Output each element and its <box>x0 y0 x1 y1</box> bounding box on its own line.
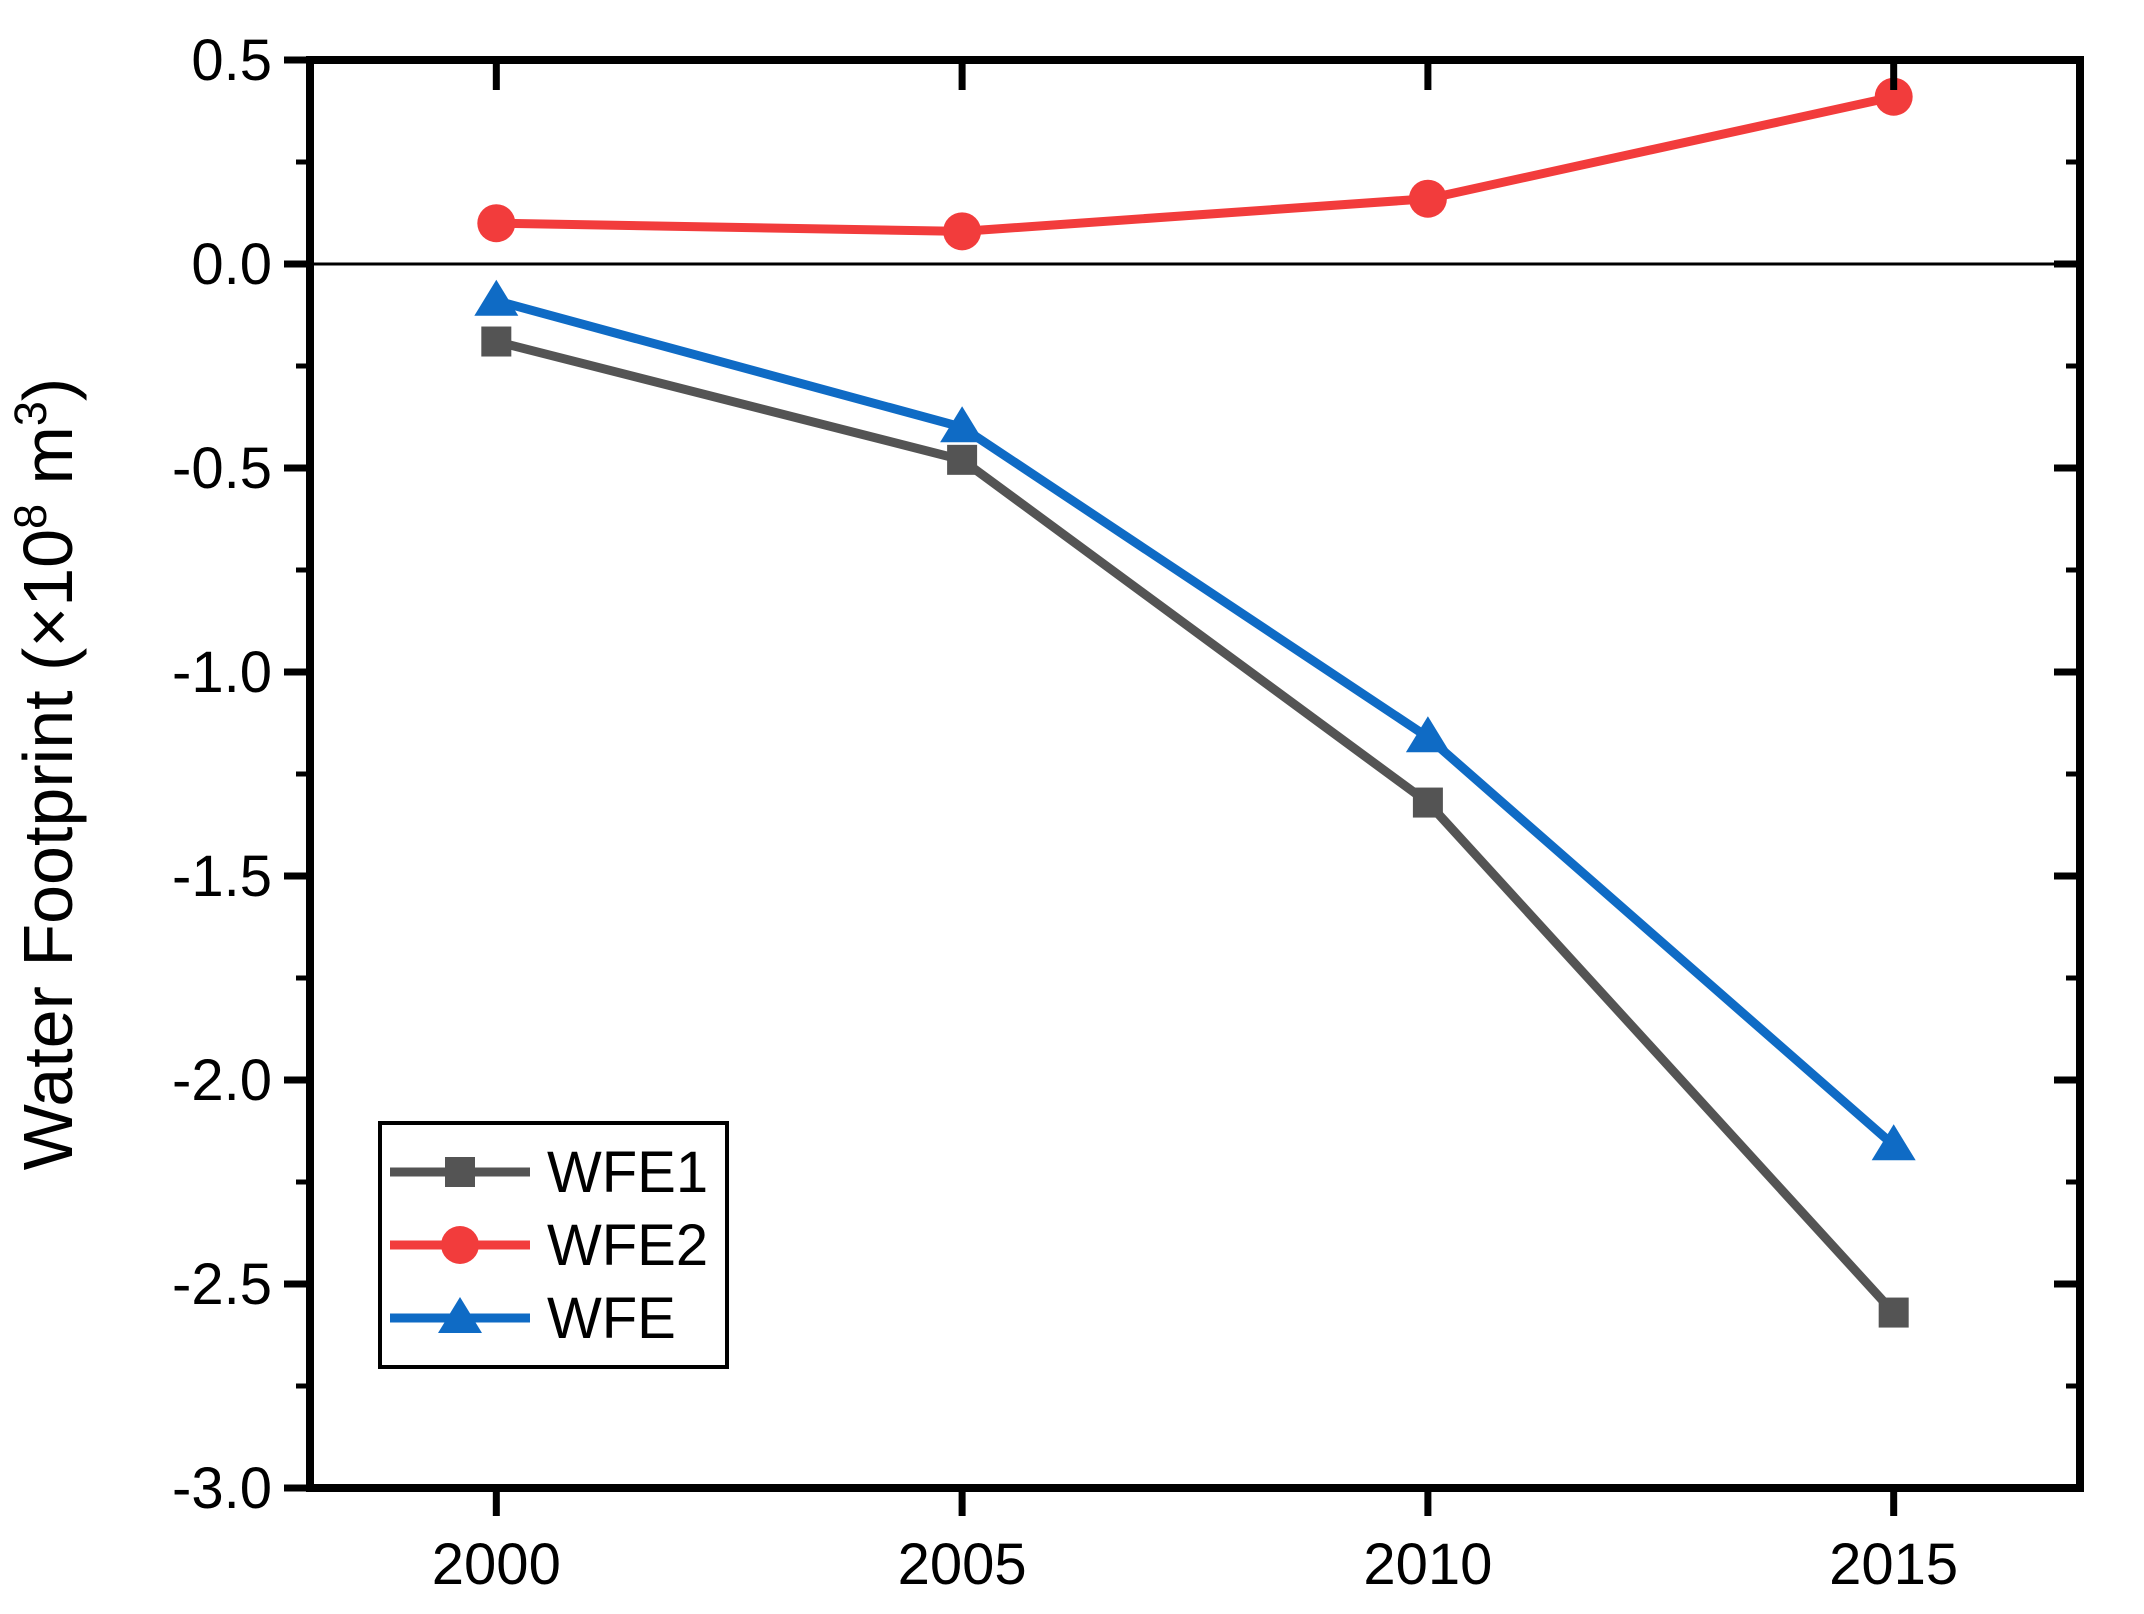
legend-label: WFE2 <box>547 1213 708 1278</box>
y-tick-label: -1.0 <box>172 640 272 705</box>
marker-WFE1-2000 <box>481 326 512 357</box>
marker-WFE-2000 <box>474 279 519 316</box>
x-tick-label: 2005 <box>898 1532 1027 1597</box>
y-tick-label: 0.0 <box>191 232 272 297</box>
y-tick-label: -0.5 <box>172 436 272 501</box>
x-tick-label: 2000 <box>432 1532 561 1597</box>
legend-entry-WFE2: WFE2 <box>390 1213 708 1278</box>
marker-WFE2-2010 <box>1408 179 1447 218</box>
y-tick-label: -2.5 <box>172 1252 272 1317</box>
series-line-WFE2 <box>491 92 1899 236</box>
legend-entry-WFE: WFE <box>390 1286 676 1351</box>
marker-WFE1-2005 <box>947 444 978 475</box>
legend-label: WFE <box>547 1286 676 1351</box>
legend-entry-WFE1: WFE1 <box>390 1140 708 1205</box>
legend-marker-triangle <box>438 1297 482 1333</box>
y-axis-title: Water Footprint (×108 m3) <box>5 378 87 1170</box>
y-tick-label: -3.0 <box>172 1456 272 1521</box>
y-tick-label: -2.0 <box>172 1048 272 1113</box>
marker-WFE-2005 <box>940 406 985 443</box>
legend-marker-square <box>445 1157 475 1187</box>
series-line-WFE1 <box>491 337 1899 1318</box>
legend-label: WFE1 <box>547 1140 708 1205</box>
y-tick-label: -1.5 <box>172 844 272 909</box>
marker-WFE1-2010 <box>1412 787 1443 818</box>
marker-WFE1-2015 <box>1878 1297 1909 1328</box>
marker-WFE2-2005 <box>943 212 982 251</box>
x-tick-label: 2010 <box>1363 1532 1492 1597</box>
y-tick-label: 0.5 <box>191 28 272 93</box>
marker-WFE-2010 <box>1405 716 1450 753</box>
series-line-WFE <box>491 296 1899 1150</box>
marker-WFE2-2000 <box>477 204 516 243</box>
marker-WFE-2015 <box>1871 1124 1916 1161</box>
x-tick-label: 2015 <box>1829 1532 1958 1597</box>
marker-WFE2-2015 <box>1874 77 1913 116</box>
legend-marker-circle <box>441 1226 479 1264</box>
